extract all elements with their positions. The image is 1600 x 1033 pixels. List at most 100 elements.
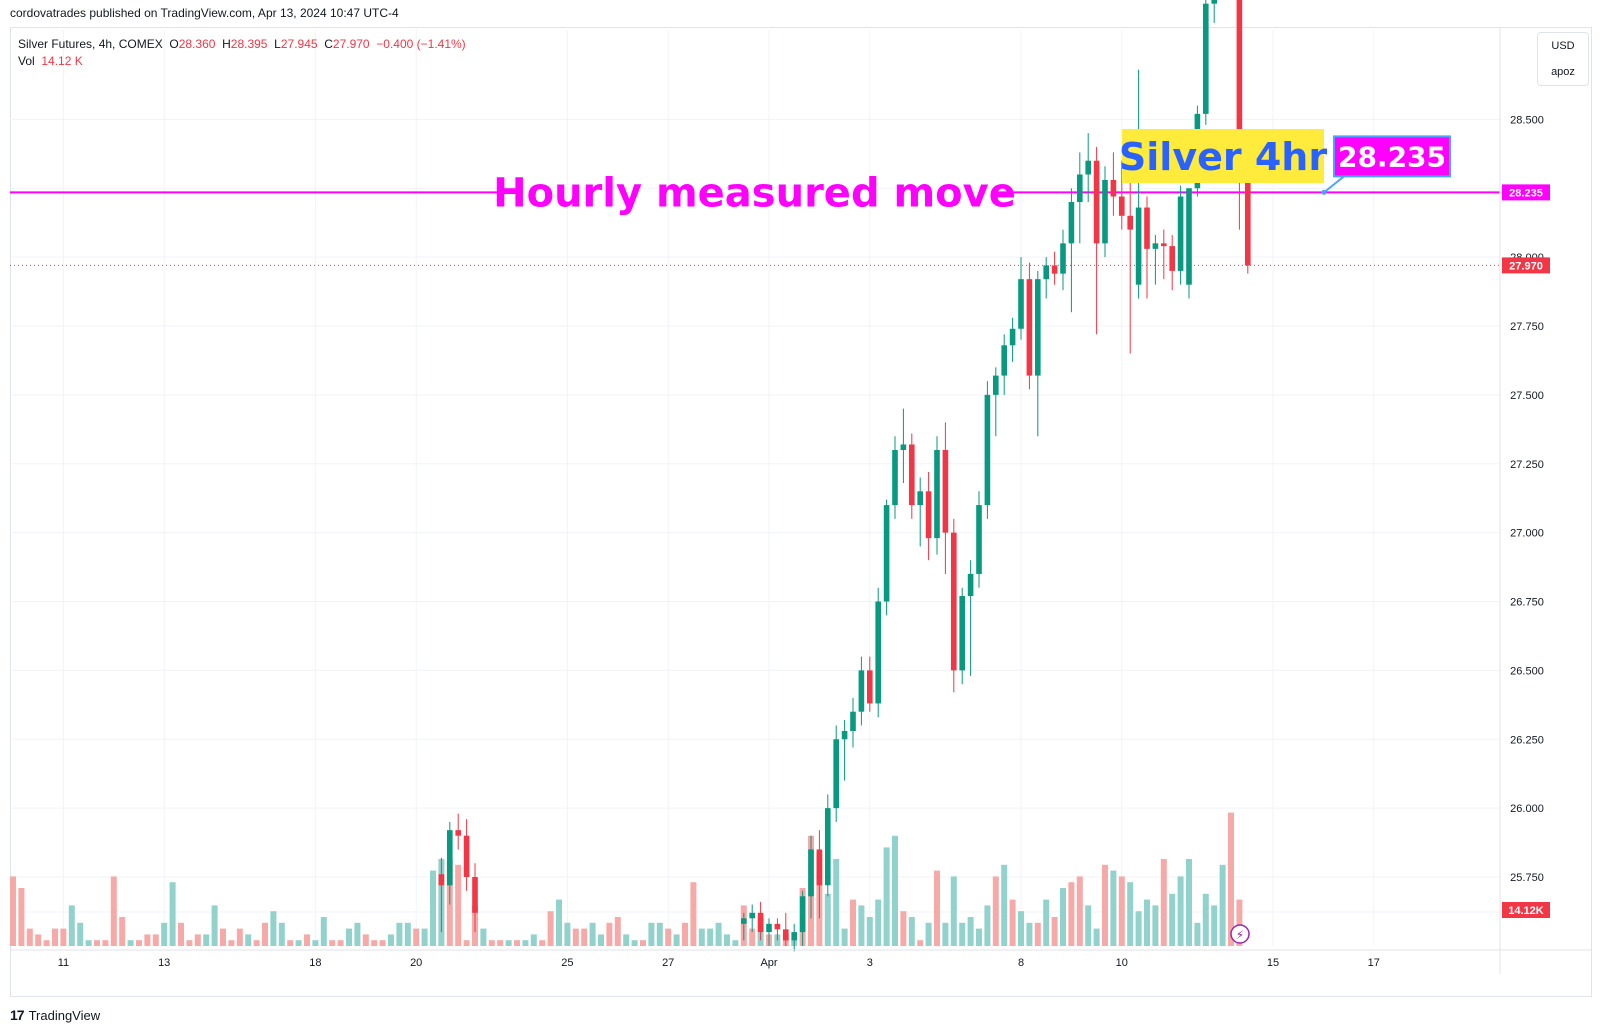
y-tick-label: 27.500: [1510, 390, 1544, 402]
level-axis-tag-text: 28.235: [1509, 187, 1543, 199]
candle-body: [447, 830, 453, 886]
volume-bar: [362, 934, 369, 946]
volume-bar: [413, 928, 420, 946]
volume-tag-text: 14.12K: [1508, 905, 1544, 917]
volume-bar: [245, 934, 252, 946]
candle: [1068, 188, 1075, 313]
volume-bar: [732, 940, 739, 946]
volume-bar: [883, 847, 890, 946]
candle: [1161, 229, 1167, 280]
x-tick-label: 17: [1368, 957, 1380, 969]
currency-label[interactable]: USD: [1551, 40, 1575, 52]
candle: [858, 656, 865, 726]
candle: [1043, 257, 1049, 299]
price-chart[interactable]: 25.750 26.000 26.250 26.500 26.750 27.000 27.2…: [0, 0, 1600, 1000]
candle-body: [816, 849, 823, 886]
volume-bar: [690, 882, 697, 946]
candle: [917, 477, 923, 547]
volume-bar: [396, 922, 403, 946]
candle: [1085, 133, 1091, 203]
x-tick-label: 27: [662, 957, 674, 969]
volume-bar: [858, 905, 865, 946]
candle: [1135, 69, 1142, 299]
volume-bar: [1034, 922, 1041, 946]
candle: [1211, 0, 1217, 23]
volume-bar: [614, 917, 621, 946]
chart-frame: [10, 27, 1592, 997]
candle: [774, 918, 781, 941]
candle: [463, 819, 470, 891]
volume-bar: [556, 899, 562, 946]
legend-close: 27.970: [332, 37, 370, 51]
legend: Silver Futures, 4h, COMEX O28.360 H28.39…: [18, 36, 466, 70]
volume-bar: [707, 928, 714, 946]
candle-body: [1127, 215, 1133, 230]
candle-body: [1177, 196, 1184, 271]
x-tick-label: 15: [1267, 957, 1279, 969]
volume-bar: [161, 922, 168, 946]
candle-body: [1093, 160, 1100, 244]
volume-bar: [505, 940, 512, 946]
candle: [925, 472, 932, 561]
candle: [976, 491, 982, 588]
candle: [1186, 188, 1192, 299]
currency-scale-box[interactable]: USD apoz: [1537, 32, 1589, 86]
candle: [1110, 152, 1117, 216]
level-name-label: Hourly measured move: [493, 170, 1016, 216]
volume-bar: [1093, 928, 1100, 946]
y-tick-label: 26.750: [1510, 597, 1544, 609]
candle-body: [791, 932, 797, 941]
candle-body: [1236, 0, 1243, 158]
volume-bar: [236, 928, 243, 946]
candle-body: [1001, 345, 1007, 376]
x-tick-label: 3: [867, 957, 873, 969]
volume-bar: [220, 928, 226, 946]
volume-bar: [1051, 917, 1058, 946]
candle-body: [909, 444, 915, 506]
volume-bar: [480, 928, 487, 946]
candle-body: [766, 923, 772, 933]
candle-body: [925, 491, 932, 539]
volume-bar: [102, 940, 109, 946]
legend-vol-label[interactable]: Vol: [18, 54, 35, 68]
volume-bars: [10, 812, 1243, 946]
scale-mode-label[interactable]: apoz: [1551, 66, 1575, 78]
volume-bar: [94, 940, 100, 946]
y-tick-label: 27.750: [1510, 321, 1544, 333]
volume-bar: [60, 928, 67, 946]
candle: [1026, 262, 1033, 390]
candle: [942, 422, 949, 574]
candle-body: [825, 808, 831, 886]
y-tick-label: 27.250: [1510, 459, 1544, 471]
volume-bar: [640, 940, 646, 946]
volume-bar: [1135, 911, 1142, 946]
footer-branding[interactable]: 17 TradingView: [10, 1007, 100, 1023]
volume-bar: [824, 893, 831, 946]
candle-body: [1119, 196, 1125, 216]
legend-symbol[interactable]: Silver Futures, 4h, COMEX: [18, 37, 163, 51]
candle: [1051, 251, 1058, 285]
candle-body: [455, 830, 461, 836]
candle: [757, 901, 764, 941]
y-tick-label: 25.750: [1510, 872, 1544, 884]
candle: [816, 830, 823, 919]
volume-bar: [875, 899, 882, 946]
volume-bar: [967, 917, 974, 946]
volume-bar: [959, 922, 966, 946]
volume-bar: [1060, 888, 1066, 946]
candle-body: [438, 874, 445, 886]
volume-bar: [522, 940, 529, 946]
candle-body: [841, 730, 848, 740]
volume-bar: [1068, 882, 1075, 946]
volume-bar: [1144, 899, 1150, 946]
candle-body: [1085, 160, 1091, 175]
candle-body: [1110, 179, 1117, 197]
volume-bar: [892, 835, 898, 946]
volume-bar: [900, 911, 907, 946]
candle: [833, 725, 839, 822]
grid-lines: [10, 30, 1500, 946]
candle-body: [1102, 179, 1108, 244]
volume-bar: [388, 934, 394, 946]
legend-change: −0.400 (−1.41%): [376, 37, 466, 51]
volume-bar: [656, 922, 663, 946]
